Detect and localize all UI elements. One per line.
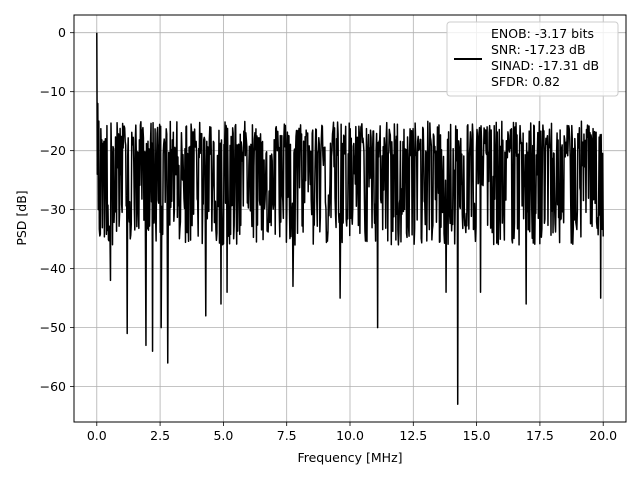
legend-entry-sfdr: SFDR: 0.82 bbox=[491, 74, 560, 89]
legend-entry-sinad: SINAD: -17.31 dB bbox=[491, 58, 599, 73]
psd-line bbox=[96, 32, 604, 406]
x-tick-label: 0.0 bbox=[87, 428, 107, 443]
x-tick-label: 10.0 bbox=[336, 428, 364, 443]
x-tick-label: 2.5 bbox=[150, 428, 170, 443]
legend-entry-enob: ENOB: -3.17 bits bbox=[491, 26, 594, 41]
x-tick-label: 17.5 bbox=[526, 428, 554, 443]
x-tick-label: 15.0 bbox=[463, 428, 491, 443]
y-tick-label: 0 bbox=[58, 25, 66, 40]
x-tick-label: 20.0 bbox=[589, 428, 617, 443]
y-axis-ticks: 0 −10 −20 −30 −40 −50 −60 bbox=[40, 25, 74, 394]
x-tick-label: 7.5 bbox=[277, 428, 297, 443]
psd-series bbox=[96, 32, 604, 406]
y-tick-label: −10 bbox=[40, 84, 66, 99]
y-axis-label: PSD [dB] bbox=[14, 190, 29, 245]
x-axis-label: Frequency [MHz] bbox=[297, 450, 402, 465]
x-axis-ticks: 0.0 2.5 5.0 7.5 10.0 12.5 15.0 17.5 20.0 bbox=[87, 422, 617, 443]
legend-box bbox=[446, 21, 619, 97]
y-tick-label: −50 bbox=[40, 320, 66, 335]
legend-entry-snr: SNR: -17.23 dB bbox=[491, 42, 586, 57]
legend: ENOB: -3.17 bits SNR: -17.23 dB SINAD: -… bbox=[446, 21, 619, 97]
y-tick-label: −60 bbox=[40, 379, 66, 394]
x-tick-label: 5.0 bbox=[213, 428, 233, 443]
x-tick-label: 12.5 bbox=[399, 428, 427, 443]
y-tick-label: −20 bbox=[40, 143, 66, 158]
y-tick-label: −30 bbox=[40, 202, 66, 217]
y-tick-label: −40 bbox=[40, 261, 66, 276]
